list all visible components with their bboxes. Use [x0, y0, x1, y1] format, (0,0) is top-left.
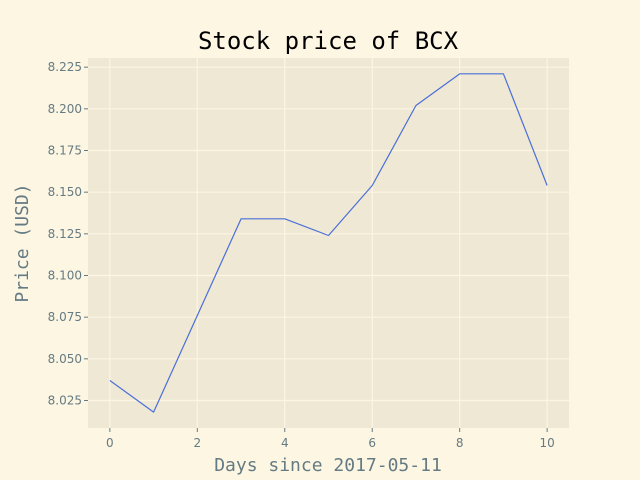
data-point: [546, 184, 549, 187]
y-tick-label: 8.125: [48, 227, 82, 241]
x-axis-label: Days since 2017-05-11: [214, 455, 442, 476]
data-point: [196, 314, 199, 317]
x-tick-label: 10: [539, 436, 554, 450]
data-point: [327, 234, 330, 237]
data-point: [414, 104, 417, 107]
data-point: [502, 72, 505, 75]
chart-title: Stock price of BCX: [198, 27, 459, 55]
data-point: [108, 379, 111, 382]
plot-area: [88, 58, 569, 428]
y-tick-label: 8.100: [48, 269, 82, 283]
y-tick-label: 8.200: [48, 102, 82, 116]
data-point: [371, 184, 374, 187]
data-point: [283, 217, 286, 220]
data-point: [458, 72, 461, 75]
y-axis-label: Price (USD): [12, 183, 33, 302]
y-tick-label: 8.225: [48, 60, 82, 74]
data-point: [240, 217, 243, 220]
x-tick-label: 8: [456, 436, 464, 450]
grid-lines: [88, 58, 569, 428]
y-tick-label: 8.025: [48, 394, 82, 408]
y-tick-label: 8.175: [48, 144, 82, 158]
x-tick-label: 4: [281, 436, 289, 450]
y-tick-label: 8.050: [48, 352, 82, 366]
axis-ticks: 0 2 4 6 8 10 8.025 8.050 8.075 8.100 8.125 8.150 8.1…: [48, 60, 555, 450]
series-layer: [108, 72, 549, 414]
y-tick-label: 8.075: [48, 310, 82, 324]
data-point: [152, 411, 155, 414]
x-tick-label: 2: [193, 436, 201, 450]
y-tick-label: 8.150: [48, 185, 82, 199]
x-tick-label: 6: [368, 436, 376, 450]
price-line: [109, 73, 548, 413]
x-tick-label: 0: [106, 436, 114, 450]
